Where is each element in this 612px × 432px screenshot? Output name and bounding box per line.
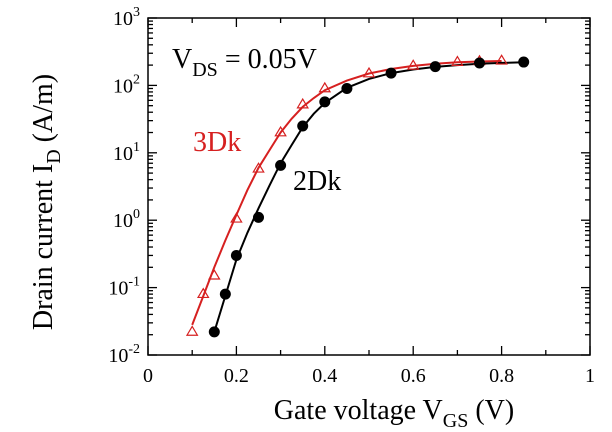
vds-annotation: VDS = 0.05V	[172, 44, 317, 81]
data-point-3dk	[406, 59, 420, 70]
data-point-3dk	[296, 97, 309, 109]
series-markers	[185, 54, 530, 338]
data-point-3dk	[495, 54, 508, 65]
y-tick-label: 10-1	[108, 275, 140, 300]
data-point-3dk	[208, 269, 221, 280]
data-point-3dk	[362, 66, 376, 78]
x-axis-title: Gate voltage VGS (V)	[274, 395, 514, 432]
data-point-3dk	[185, 325, 199, 336]
series-line-3dk	[191, 60, 502, 326]
x-tick-label: 1	[585, 365, 595, 387]
data-point-3dk	[451, 55, 464, 66]
data-point-2dk	[253, 211, 264, 223]
data-point-2dk	[341, 82, 353, 94]
x-axis: 0 0.2 0.4 0.6 0.8 1	[143, 18, 595, 387]
y-axis-title: Drain current ID (A/m)	[28, 74, 65, 330]
data-point-2dk	[385, 67, 397, 79]
y-tick-label: 101	[113, 140, 140, 165]
data-point-2dk	[474, 57, 485, 69]
data-point-3dk	[252, 162, 265, 173]
data-point-2dk	[275, 159, 287, 171]
data-point-2dk	[429, 61, 441, 73]
data-point-3dk	[274, 125, 287, 137]
x-tick-label: 0.4	[312, 365, 337, 387]
data-point-2dk	[518, 56, 530, 68]
series-line-2dk	[213, 61, 524, 333]
data-point-2dk	[219, 288, 231, 300]
data-point-2dk	[319, 96, 331, 108]
series-curves	[191, 60, 524, 333]
y-tick-label: 103	[113, 5, 140, 30]
y-axis: 10-2 10-1 100 101 102 103	[108, 5, 590, 367]
y-tick-label: 102	[113, 72, 140, 97]
y-tick-label: 100	[113, 207, 140, 232]
data-point-2dk	[208, 326, 220, 338]
x-tick-label: 0.2	[224, 365, 249, 387]
series-label-2dk: 2Dk	[293, 166, 341, 197]
y-tick-label: 10-2	[108, 342, 140, 367]
data-point-2dk	[297, 120, 309, 132]
x-tick-label: 0.6	[401, 365, 426, 387]
series-label-3dk: 3Dk	[193, 127, 241, 158]
x-tick-label: 0	[143, 365, 153, 387]
data-point-3dk	[230, 212, 243, 223]
data-point-3dk	[196, 287, 210, 299]
data-point-2dk	[230, 249, 242, 261]
data-point-3dk	[318, 81, 332, 93]
x-tick-label: 0.8	[489, 365, 514, 387]
